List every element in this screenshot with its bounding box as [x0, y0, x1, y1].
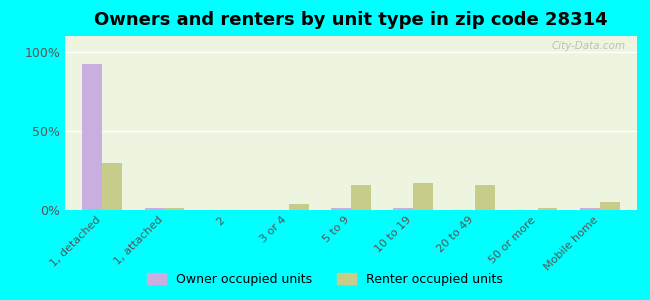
Bar	[83, 64, 102, 210]
Bar	[393, 208, 413, 210]
Bar	[600, 202, 619, 210]
Bar	[144, 208, 164, 210]
Title: Owners and renters by unit type in zip code 28314: Owners and renters by unit type in zip c…	[94, 11, 608, 29]
Bar	[164, 208, 185, 210]
Bar	[289, 204, 309, 210]
Bar	[331, 208, 351, 210]
Bar	[475, 185, 495, 210]
Bar	[413, 183, 433, 210]
Bar	[538, 208, 558, 210]
Legend: Owner occupied units, Renter occupied units: Owner occupied units, Renter occupied un…	[142, 268, 508, 291]
Bar	[580, 208, 600, 210]
Bar	[102, 163, 122, 210]
Text: City-Data.com: City-Data.com	[551, 41, 625, 51]
Bar	[351, 185, 371, 210]
